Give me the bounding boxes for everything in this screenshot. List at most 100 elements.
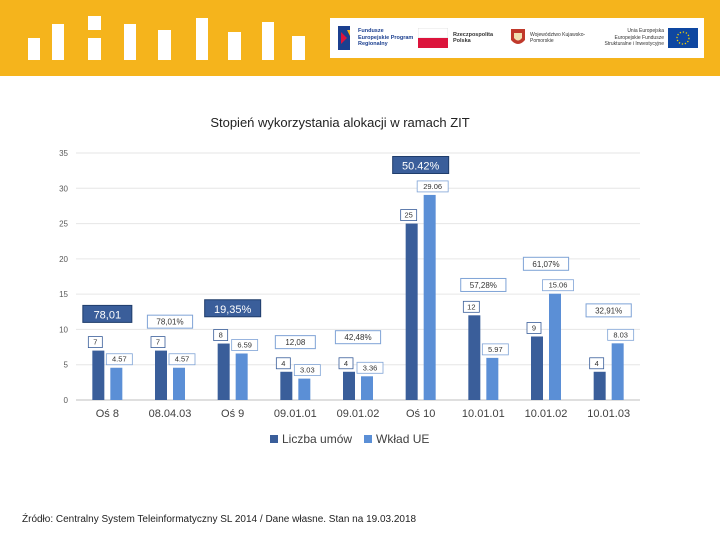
percent-annotation: 42,48% (344, 333, 371, 342)
percent-annotation: 78,01% (156, 318, 183, 327)
percent-annotation-box (82, 304, 133, 323)
poland-flag-icon (418, 28, 448, 48)
bars: 7 7 8 4 4 25 12 9 4 4.57 4.57 6.59 3.03 3.36 29.06 5.97… (87, 180, 635, 400)
x-tick-label: 10.01.01 (462, 408, 505, 420)
bar-contracts (468, 315, 481, 400)
eu-text: Unia Europejska Europejskie Fundusze Str… (604, 28, 664, 48)
bar-contracts (593, 371, 606, 400)
decor-block (28, 38, 40, 60)
x-tick-label: Oś 8 (96, 408, 119, 420)
percent-annotation: 32,91% (595, 306, 622, 315)
data-label: 8 (219, 331, 223, 340)
legend: Liczba umów Wkład UE (270, 432, 429, 446)
percent-annotation: 50.42% (402, 160, 440, 172)
data-label: 4.57 (112, 355, 127, 364)
bar-eu-contribution (361, 376, 373, 400)
legend-swatch-eu-contribution (364, 435, 373, 443)
decor-block (52, 24, 64, 60)
funds-eu-icon (338, 26, 350, 50)
decor-block (292, 36, 305, 60)
percent-annotation-box (274, 335, 316, 350)
data-label-box (275, 357, 291, 370)
data-label-box (526, 322, 542, 334)
region-text: Województwo Kujawsko-Pomorskie (530, 31, 586, 45)
bar-contracts (343, 371, 355, 400)
x-axis-ticks: Oś 8 08.04.03 Oś 9 09.01.01 09.01.02 Oś 10 10.… (96, 408, 630, 420)
bar-eu-contribution (549, 293, 561, 400)
data-label-box (231, 339, 259, 351)
data-label-box (150, 336, 166, 349)
bar-contracts (405, 223, 418, 400)
eu-flag-icon (668, 28, 698, 48)
decor-block (262, 22, 274, 60)
logo-funds-eu: Fundusze Europejskie Program Regionalny (338, 18, 416, 58)
data-label-box (542, 279, 574, 292)
x-tick-label: 10.01.03 (587, 408, 630, 420)
x-tick-label: Oś 10 (406, 408, 435, 420)
decor-block (228, 32, 241, 60)
data-label-box (462, 300, 480, 313)
x-tick-label: 10.01.02 (525, 408, 568, 420)
data-label: 9 (532, 323, 536, 332)
chart-title: Stopień wykorzystania alokacji w ramach … (210, 115, 469, 130)
data-label-box (168, 353, 196, 366)
poland-text: Rzeczpospolita Polska (453, 31, 494, 45)
percent-annotation-box (146, 314, 194, 329)
data-label: 15.06 (549, 281, 568, 290)
data-label: 4 (344, 359, 348, 368)
bar-eu-contribution (235, 353, 248, 400)
y-axis-ticks: 0 5 10 15 20 25 30 35 (59, 149, 68, 405)
logo-strip: Fundusze Europejskie Program Regionalny … (330, 18, 704, 58)
percent-annotation-box (522, 256, 570, 271)
region-crest-icon (511, 29, 525, 44)
y-tick-label: 15 (59, 290, 68, 299)
logo-poland: Rzeczpospolita Polska (418, 18, 508, 58)
percent-annotation: 78,01 (94, 309, 122, 321)
decor-block (88, 38, 101, 60)
bar-contracts (155, 350, 167, 400)
percent-annotation: 19,35% (214, 304, 252, 316)
bar-contracts (280, 371, 293, 400)
percent-annotation: 61,07% (532, 260, 559, 269)
data-label: 5.97 (488, 345, 503, 354)
header-banner: Fundusze Europejskie Program Regionalny … (0, 0, 720, 76)
legend-label-contracts: Liczba umów (282, 432, 353, 446)
bar-eu-contribution (486, 357, 499, 400)
data-label-box (293, 364, 321, 377)
data-label-box (400, 209, 418, 221)
bar-contracts (217, 343, 230, 400)
x-tick-label: 09.01.01 (274, 408, 317, 420)
y-tick-label: 5 (64, 361, 69, 370)
y-tick-label: 10 (59, 325, 68, 334)
data-label-box (607, 328, 635, 341)
bar-eu-contribution (423, 194, 436, 400)
decor-block (88, 16, 101, 30)
y-tick-label: 30 (59, 184, 68, 193)
percent-annotation-box (204, 299, 262, 318)
y-tick-label: 20 (59, 255, 68, 264)
data-label: 4.57 (175, 355, 190, 364)
data-label-box (338, 357, 354, 370)
percent-annotation-box (460, 277, 507, 292)
x-tick-label: 08.04.03 (149, 408, 192, 420)
percent-annotation-box (392, 155, 450, 174)
percent-annotation: 57,28% (470, 281, 497, 290)
data-label: 12 (467, 302, 475, 311)
x-tick-label: 09.01.02 (337, 408, 380, 420)
decor-block (124, 24, 136, 60)
data-label-box (105, 353, 133, 366)
legend-label-eu-contribution: Wkład UE (376, 432, 430, 446)
data-label-box (356, 361, 384, 374)
data-label: 6.59 (237, 340, 252, 349)
data-label: 29.06 (423, 182, 442, 191)
percent-annotation-box (585, 303, 632, 318)
y-tick-label: 0 (64, 396, 69, 405)
data-label: 25 (404, 211, 412, 220)
decor-block (158, 30, 171, 60)
bar-contracts (92, 350, 105, 400)
data-label: 8.03 (613, 330, 628, 339)
bar-eu-contribution (110, 367, 123, 400)
data-label: 3.03 (300, 366, 315, 375)
data-label-box (416, 180, 449, 193)
